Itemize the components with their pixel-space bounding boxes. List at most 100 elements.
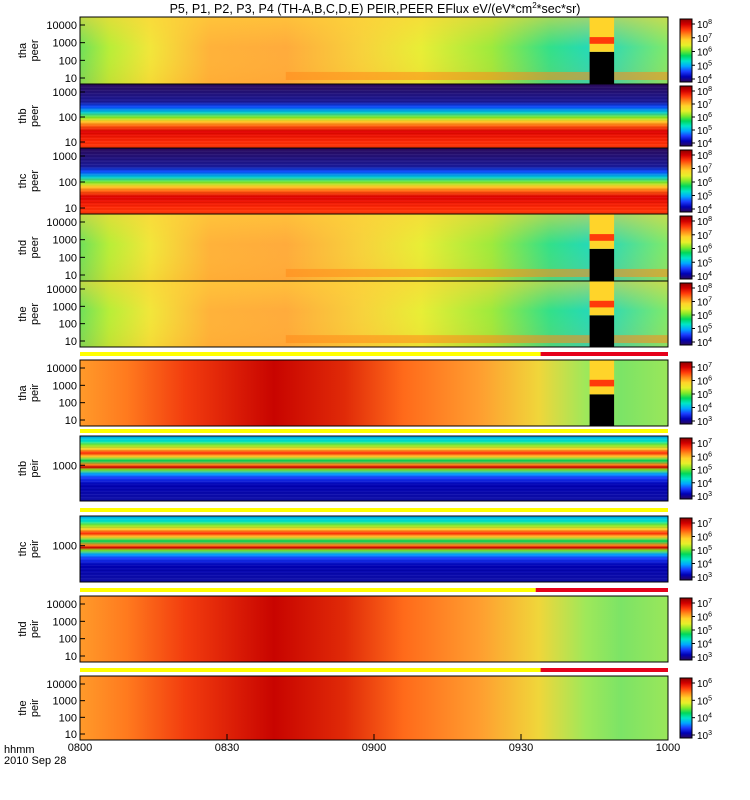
colorbar — [679, 597, 693, 661]
colorbar-label: 103 — [697, 491, 712, 503]
colorbar-label: 103 — [697, 652, 712, 664]
colorbar-label: 106 — [697, 112, 712, 124]
x-tick-label: 1000 — [656, 742, 680, 754]
colorbar — [679, 18, 693, 83]
colorbar-label: 104 — [697, 478, 712, 490]
colorbar-label: 105 — [697, 257, 712, 269]
colorbar-label: 105 — [697, 545, 712, 557]
spectrogram-thb-peir — [80, 436, 668, 501]
colorbar-label: 105 — [697, 389, 712, 401]
mode-bar-segment — [80, 508, 668, 512]
panel-frame — [79, 515, 669, 583]
colorbar — [679, 437, 693, 500]
y-tick-label: 1000 — [53, 696, 77, 708]
gap-column — [589, 17, 615, 52]
panel-label: thbpeir — [17, 459, 41, 478]
date-label: 2010 Sep 28 — [4, 755, 67, 767]
x-tick-label: 0830 — [215, 742, 239, 754]
y-tick-label: 1000 — [53, 460, 77, 472]
colorbar-label: 107 — [697, 230, 712, 242]
gap-column-band — [589, 300, 615, 308]
colorbar-label: 106 — [697, 47, 712, 59]
colorbar-label: 105 — [697, 60, 712, 72]
y-tick-label: 10 — [65, 270, 77, 282]
y-tick-label: 1000 — [53, 38, 77, 50]
colorbar-label: 104 — [697, 204, 712, 216]
colorbar-label: 103 — [697, 572, 712, 584]
y-tick-label: 100 — [59, 398, 77, 410]
y-tick-label: 10 — [65, 336, 77, 348]
colorbar-label: 105 — [697, 625, 712, 637]
mode-bar — [80, 508, 668, 512]
y-tick-label: 10000 — [46, 679, 77, 691]
colorbar-label: 105 — [697, 125, 712, 137]
y-tick-label: 10000 — [46, 20, 77, 32]
colorbar — [679, 677, 693, 739]
mode-bar-segment — [540, 668, 668, 672]
y-tick-label: 100 — [59, 252, 77, 264]
colorbar — [679, 215, 693, 280]
colorbar-label: 103 — [697, 416, 712, 428]
y-tick-label: 10000 — [46, 284, 77, 296]
panel-label: thcpeir — [17, 539, 41, 558]
colorbar-label: 108 — [697, 216, 712, 228]
spectrogram-thb-peer — [80, 84, 668, 148]
y-tick-label: 100 — [59, 55, 77, 67]
colorbar-label: 107 — [697, 297, 712, 309]
colorbar-label: 105 — [697, 191, 712, 203]
data-gap — [589, 248, 615, 281]
colorbar-label: 108 — [697, 150, 712, 162]
y-tick-label: 1000 — [53, 380, 77, 392]
colorbar-label: 107 — [697, 438, 712, 450]
colorbar — [679, 149, 693, 213]
y-tick-label: 10 — [65, 73, 77, 85]
y-tick-label: 100 — [59, 634, 77, 646]
mode-bar — [80, 429, 668, 433]
y-tick-label: 10 — [65, 651, 77, 663]
panel-label: thapeer — [17, 39, 41, 61]
colorbar-label: 107 — [697, 164, 712, 176]
y-tick-label: 100 — [59, 177, 77, 189]
colorbar-label: 108 — [697, 283, 712, 295]
panel-label: thdpeir — [17, 619, 41, 638]
colorbar-label: 104 — [697, 271, 712, 283]
colorbar-label: 106 — [697, 678, 712, 690]
spectrogram-the-peir — [80, 676, 668, 740]
colorbar-label: 104 — [697, 74, 712, 86]
y-tick-label: 100 — [59, 112, 77, 124]
colorbar-label: 106 — [697, 532, 712, 544]
spectrogram-thd-peir — [80, 596, 668, 662]
colorbar-label: 107 — [697, 598, 712, 610]
colorbar-label: 105 — [697, 695, 712, 707]
panel-frame — [79, 359, 669, 427]
colorbar-label: 106 — [697, 451, 712, 463]
colorbar-label: 106 — [697, 177, 712, 189]
x-tick-label: 0800 — [68, 742, 92, 754]
colorbar-label: 106 — [697, 244, 712, 256]
panel-label: thapeir — [17, 383, 41, 402]
colorbar-label: 108 — [697, 19, 712, 31]
time-axis-label: hhmm — [4, 744, 35, 756]
mode-bar-segment — [540, 352, 668, 356]
panel-frame — [79, 435, 669, 502]
colorbar-label: 105 — [697, 465, 712, 477]
colorbar-label: 104 — [697, 559, 712, 571]
y-tick-label: 1000 — [53, 301, 77, 313]
colorbar-label: 107 — [697, 99, 712, 111]
colorbar-label: 106 — [697, 310, 712, 322]
gap-column-band — [589, 37, 615, 44]
x-tick-label: 0930 — [509, 742, 533, 754]
low-energy-band — [285, 71, 668, 80]
panel-label: thcpeer — [17, 170, 41, 192]
y-tick-label: 10 — [65, 203, 77, 215]
colorbar-label: 105 — [697, 324, 712, 336]
mode-bar-segment — [80, 429, 668, 433]
gap-column — [589, 360, 615, 395]
colorbar-label: 107 — [697, 33, 712, 45]
data-gap — [589, 315, 615, 347]
